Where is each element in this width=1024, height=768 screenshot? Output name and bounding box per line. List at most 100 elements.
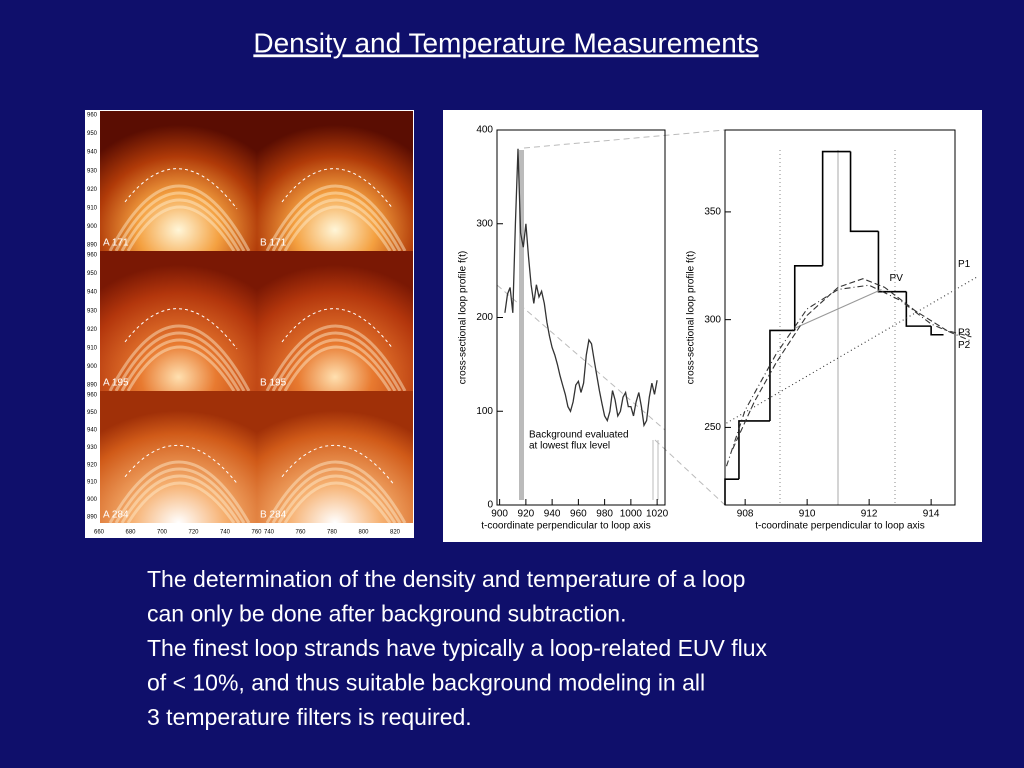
- loop-strand: [271, 467, 402, 524]
- y-tick-label: 0: [487, 500, 493, 511]
- loop-strand: [277, 474, 397, 524]
- image-y-tick: 900: [87, 224, 98, 230]
- y-axis-label: cross-sectional loop profile f(t): [686, 251, 697, 384]
- body-line: of < 10%, and thus suitable background m…: [147, 670, 705, 696]
- background-line: [496, 284, 666, 431]
- loop-trace: [281, 308, 394, 350]
- solar-image: [100, 111, 257, 251]
- image-y-tick: 910: [87, 345, 98, 351]
- image-y-tick: 920: [87, 327, 98, 333]
- peak-band: [519, 150, 524, 500]
- image-label: A 171: [103, 238, 129, 249]
- profile-line: [504, 148, 658, 428]
- image-y-tick: 930: [87, 445, 98, 451]
- histogram-step: [849, 151, 879, 233]
- annotation: Background evaluated: [529, 430, 629, 441]
- histogram-step: [769, 329, 795, 421]
- histogram-step: [821, 150, 851, 266]
- series-label: P2: [958, 340, 971, 351]
- x-tick-label: 900: [491, 509, 508, 520]
- loop-strand: [265, 324, 407, 392]
- image-y-tick: 890: [87, 383, 98, 389]
- chart-decoration: [496, 129, 896, 506]
- x-tick-label: 960: [570, 509, 587, 520]
- y-tick-label: 400: [476, 125, 493, 136]
- series-label: P1: [958, 259, 971, 270]
- loop-strand: [126, 205, 236, 252]
- loop-strand: [265, 460, 407, 524]
- series-label: P3: [958, 328, 971, 339]
- image-y-tick: 940: [87, 150, 98, 156]
- loop-strand: [277, 338, 397, 392]
- loop-strand: [108, 184, 251, 252]
- image-y-tick: 930: [87, 308, 98, 314]
- x-tick-label: 980: [596, 509, 613, 520]
- y-tick-label: 100: [476, 406, 493, 417]
- image-y-tick: 890: [87, 515, 98, 521]
- image-y-tick: 920: [87, 462, 98, 468]
- x-tick-label: 1000: [620, 509, 643, 520]
- histogram-step: [877, 231, 907, 293]
- slide-title: Density and Temperature Measurements: [253, 27, 758, 58]
- image-y-tick: 960: [87, 393, 98, 399]
- x-tick-label: 908: [737, 509, 754, 520]
- image-x-tick: 660: [94, 530, 105, 536]
- image-x-tick: 740: [264, 530, 275, 536]
- body-line: can only be done after background subtra…: [147, 601, 627, 627]
- y-axis-label: cross-sectional loop profile f(t): [458, 251, 469, 384]
- loop-strand: [108, 324, 251, 392]
- image-y-tick: 910: [87, 205, 98, 211]
- x-axis-label: t-coordinate perpendicular to loop axis: [755, 521, 925, 532]
- histogram-step: [793, 264, 823, 331]
- image-y-tick: 900: [87, 497, 98, 503]
- image-x-tick: 680: [125, 530, 136, 536]
- histogram-step: [724, 478, 739, 505]
- loop-strand: [120, 338, 241, 392]
- histogram-step: [905, 291, 932, 327]
- annotation: at lowest flux level: [529, 441, 610, 452]
- image-y-tick: 960: [87, 113, 98, 119]
- loop-strand: [271, 191, 402, 252]
- loop-strand: [126, 481, 236, 524]
- model-curve: [726, 276, 978, 424]
- image-y-tick: 920: [87, 187, 98, 193]
- image-x-tick: 760: [251, 530, 262, 536]
- loop-trace: [281, 168, 394, 210]
- y-tick-label: 200: [476, 312, 493, 323]
- image-y-tick: 890: [87, 243, 98, 249]
- image-label: B 171: [260, 238, 287, 249]
- image-y-tick: 950: [87, 131, 98, 137]
- loop-strand: [283, 345, 392, 392]
- x-tick-label: 914: [923, 509, 940, 520]
- loop-trace: [124, 168, 238, 210]
- image-y-tick: 930: [87, 168, 98, 174]
- loop-trace: [124, 444, 238, 484]
- image-y-tick: 950: [87, 410, 98, 416]
- solar-image: [100, 251, 257, 391]
- loop-strand: [114, 467, 246, 524]
- image-label: B 195: [260, 378, 287, 389]
- loop-strand: [283, 205, 392, 252]
- image-y-tick: 940: [87, 427, 98, 433]
- loop-trace: [281, 444, 394, 484]
- plot-frame: [724, 129, 956, 506]
- y-tick-label: 350: [704, 207, 721, 218]
- zoom-connector: [523, 129, 726, 149]
- loop-strand: [114, 331, 246, 392]
- histogram-step: [930, 326, 944, 336]
- loop-strand: [277, 198, 397, 252]
- solar-image: [257, 391, 413, 523]
- annotation-box: [526, 428, 651, 454]
- image-label: B 284: [260, 510, 287, 521]
- solar-image: [257, 111, 413, 251]
- series-label: PV: [890, 273, 904, 284]
- image-y-tick: 900: [87, 364, 98, 370]
- body-line: The finest loop strands have typically a…: [147, 635, 768, 661]
- image-y-tick: 910: [87, 480, 98, 486]
- model-curve: [725, 284, 972, 467]
- body-line: 3 temperature filters is required.: [147, 704, 472, 730]
- loop-strand: [114, 191, 246, 252]
- solar-image: [257, 251, 413, 391]
- image-x-tick: 760: [295, 530, 306, 536]
